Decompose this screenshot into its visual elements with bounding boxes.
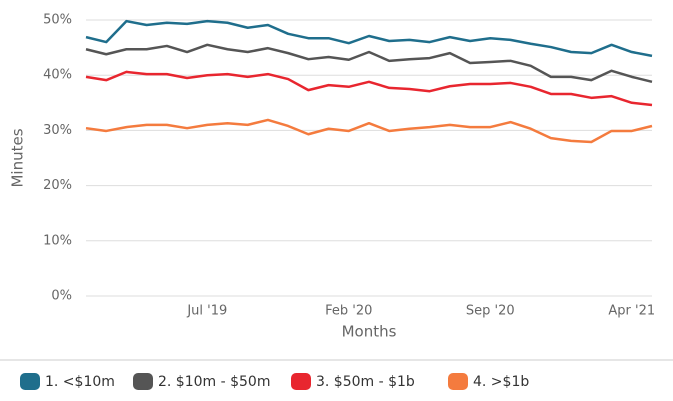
y-axis-label: Minutes [9, 128, 27, 187]
x-tick-label: Sep '20 [466, 304, 515, 319]
x-tick-label: Jul '19 [186, 304, 227, 319]
series-line [85, 43, 653, 84]
series-line [85, 19, 653, 58]
legend-label: 3. $50m - $1b [316, 374, 415, 390]
y-tick-label: 20% [43, 178, 72, 193]
x-tick-label: Apr '21 [608, 304, 655, 319]
legend-swatch [291, 373, 311, 390]
x-axis-label: Months [342, 323, 397, 341]
legend-label: 2. $10m - $50m [158, 374, 270, 390]
legend-swatch [448, 373, 468, 390]
y-tick-label: 10% [43, 233, 72, 248]
series-line [85, 118, 653, 144]
legend-label: 1. <$10m [45, 374, 115, 390]
legend-swatch [20, 373, 40, 390]
y-tick-label: 50% [43, 13, 72, 28]
legend-label: 4. >$1b [473, 374, 529, 390]
y-tick-label: 30% [43, 123, 72, 138]
x-tick-label: Feb '20 [325, 304, 372, 319]
y-tick-label: 0% [51, 289, 72, 304]
series-line [85, 70, 653, 107]
y-tick-label: 40% [43, 68, 72, 83]
legend: 1. <$10m 2. $10m - $50m 3. $50m - $1b 4. >$… [20, 373, 529, 390]
legend-swatch [133, 373, 153, 390]
